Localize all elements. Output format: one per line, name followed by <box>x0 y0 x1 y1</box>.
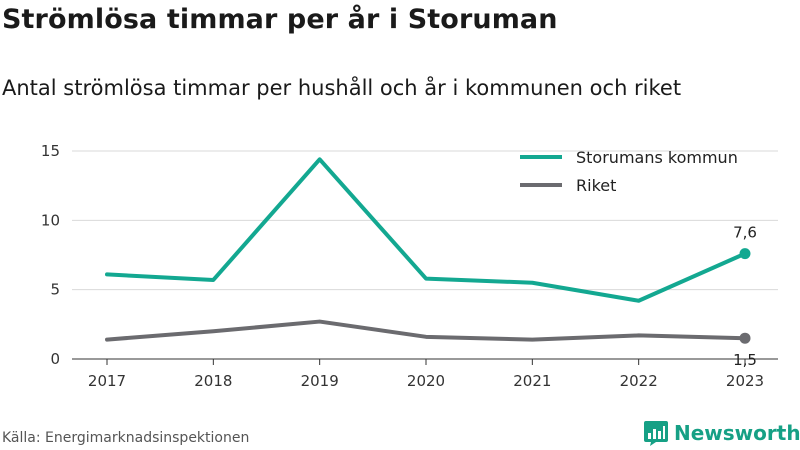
x-tick-label: 2019 <box>301 372 339 390</box>
y-tick-label: 15 <box>41 142 60 160</box>
x-tick-label: 2021 <box>513 372 551 390</box>
y-tick-label: 5 <box>50 281 60 299</box>
brand-logo[interactable]: Newsworthy <box>644 420 800 446</box>
y-tick-label: 10 <box>41 211 60 229</box>
x-tick-label: 2017 <box>88 372 126 390</box>
brand-name: Newsworthy <box>674 421 800 445</box>
x-tick-label: 2018 <box>194 372 232 390</box>
axes: 0 5 10 15 2017 2018 2019 2020 2021 2022 2023 <box>41 142 764 390</box>
end-value-label: 7,6 <box>733 224 757 242</box>
series: 7,6 1,5 <box>105 157 757 369</box>
source-note: Källa: Energimarknadsinspektionen <box>2 430 250 446</box>
series-end-point-2[interactable] <box>739 332 751 344</box>
y-tick-label: 0 <box>50 350 60 368</box>
newsworthy-logo-icon <box>644 421 668 446</box>
end-value-label: 1,5 <box>733 351 757 369</box>
series-line-2[interactable] <box>105 319 747 342</box>
legend-label: Storumans kommun <box>576 148 738 167</box>
series-end-point-1[interactable] <box>739 248 751 260</box>
gridlines <box>72 150 778 360</box>
chart-subtitle: Antal strömlösa timmar per hushåll och å… <box>2 76 682 100</box>
x-tick-label: 2020 <box>407 372 445 390</box>
series-line-1[interactable] <box>105 157 747 303</box>
x-tick-label: 2023 <box>726 372 764 390</box>
chart-title: Strömlösa timmar per år i Storuman <box>2 4 558 35</box>
legend-label: Riket <box>576 176 616 195</box>
legend: Storumans kommun Riket <box>520 148 738 195</box>
x-tick-label: 2022 <box>620 372 658 390</box>
